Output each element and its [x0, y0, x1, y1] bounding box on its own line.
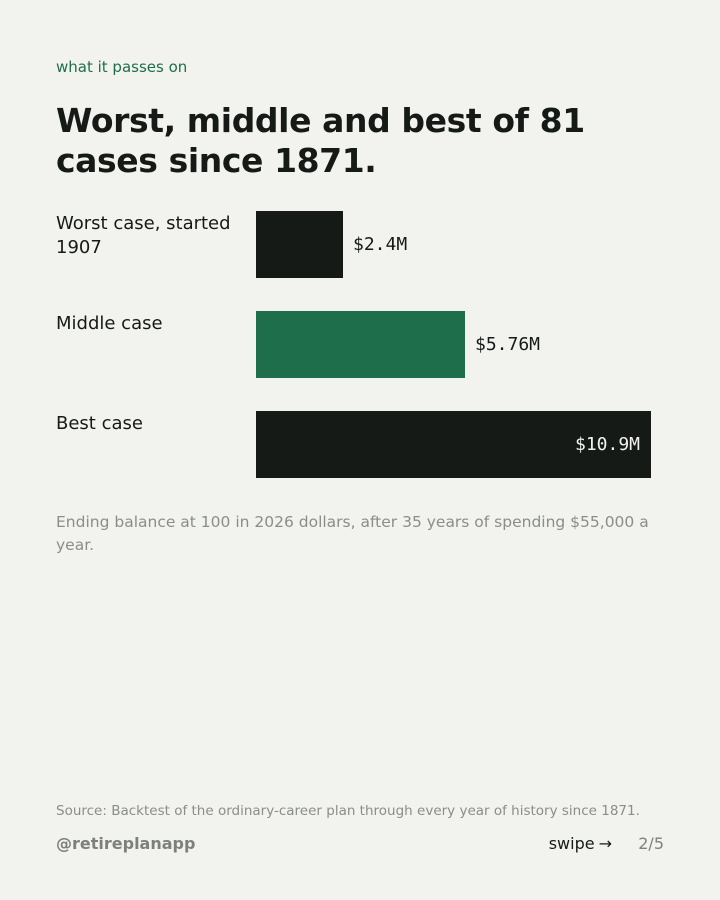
bar [256, 411, 651, 478]
bar-value-label: $10.9M [575, 434, 641, 455]
swipe-button[interactable]: swipe → [549, 834, 612, 853]
bar [256, 311, 465, 378]
kicker: what it passes on [56, 58, 188, 76]
bar-value-label: $2.4M [353, 234, 408, 255]
bar-label: Best case [56, 413, 143, 434]
bar [256, 211, 343, 278]
page-title: Worst, middle and best of 81 cases since… [56, 101, 585, 180]
chart-caption: Ending balance at 100 in 2026 dollars, a… [56, 513, 649, 554]
page-indicator: 2/5 [638, 834, 664, 853]
bar-label: Middle case [56, 313, 163, 334]
bar-label: Worst case, started 1907 [56, 213, 231, 258]
account-handle[interactable]: @retireplanapp [56, 834, 196, 853]
swipe-label: swipe [548, 834, 595, 853]
bar-value-label: $5.76M [475, 334, 541, 355]
arrow-right-icon: → [598, 834, 612, 853]
source-note: Source: Backtest of the ordinary-career … [56, 803, 640, 819]
bar-chart: Worst case, started 1907 $2.4M Middle case… [56, 211, 651, 478]
